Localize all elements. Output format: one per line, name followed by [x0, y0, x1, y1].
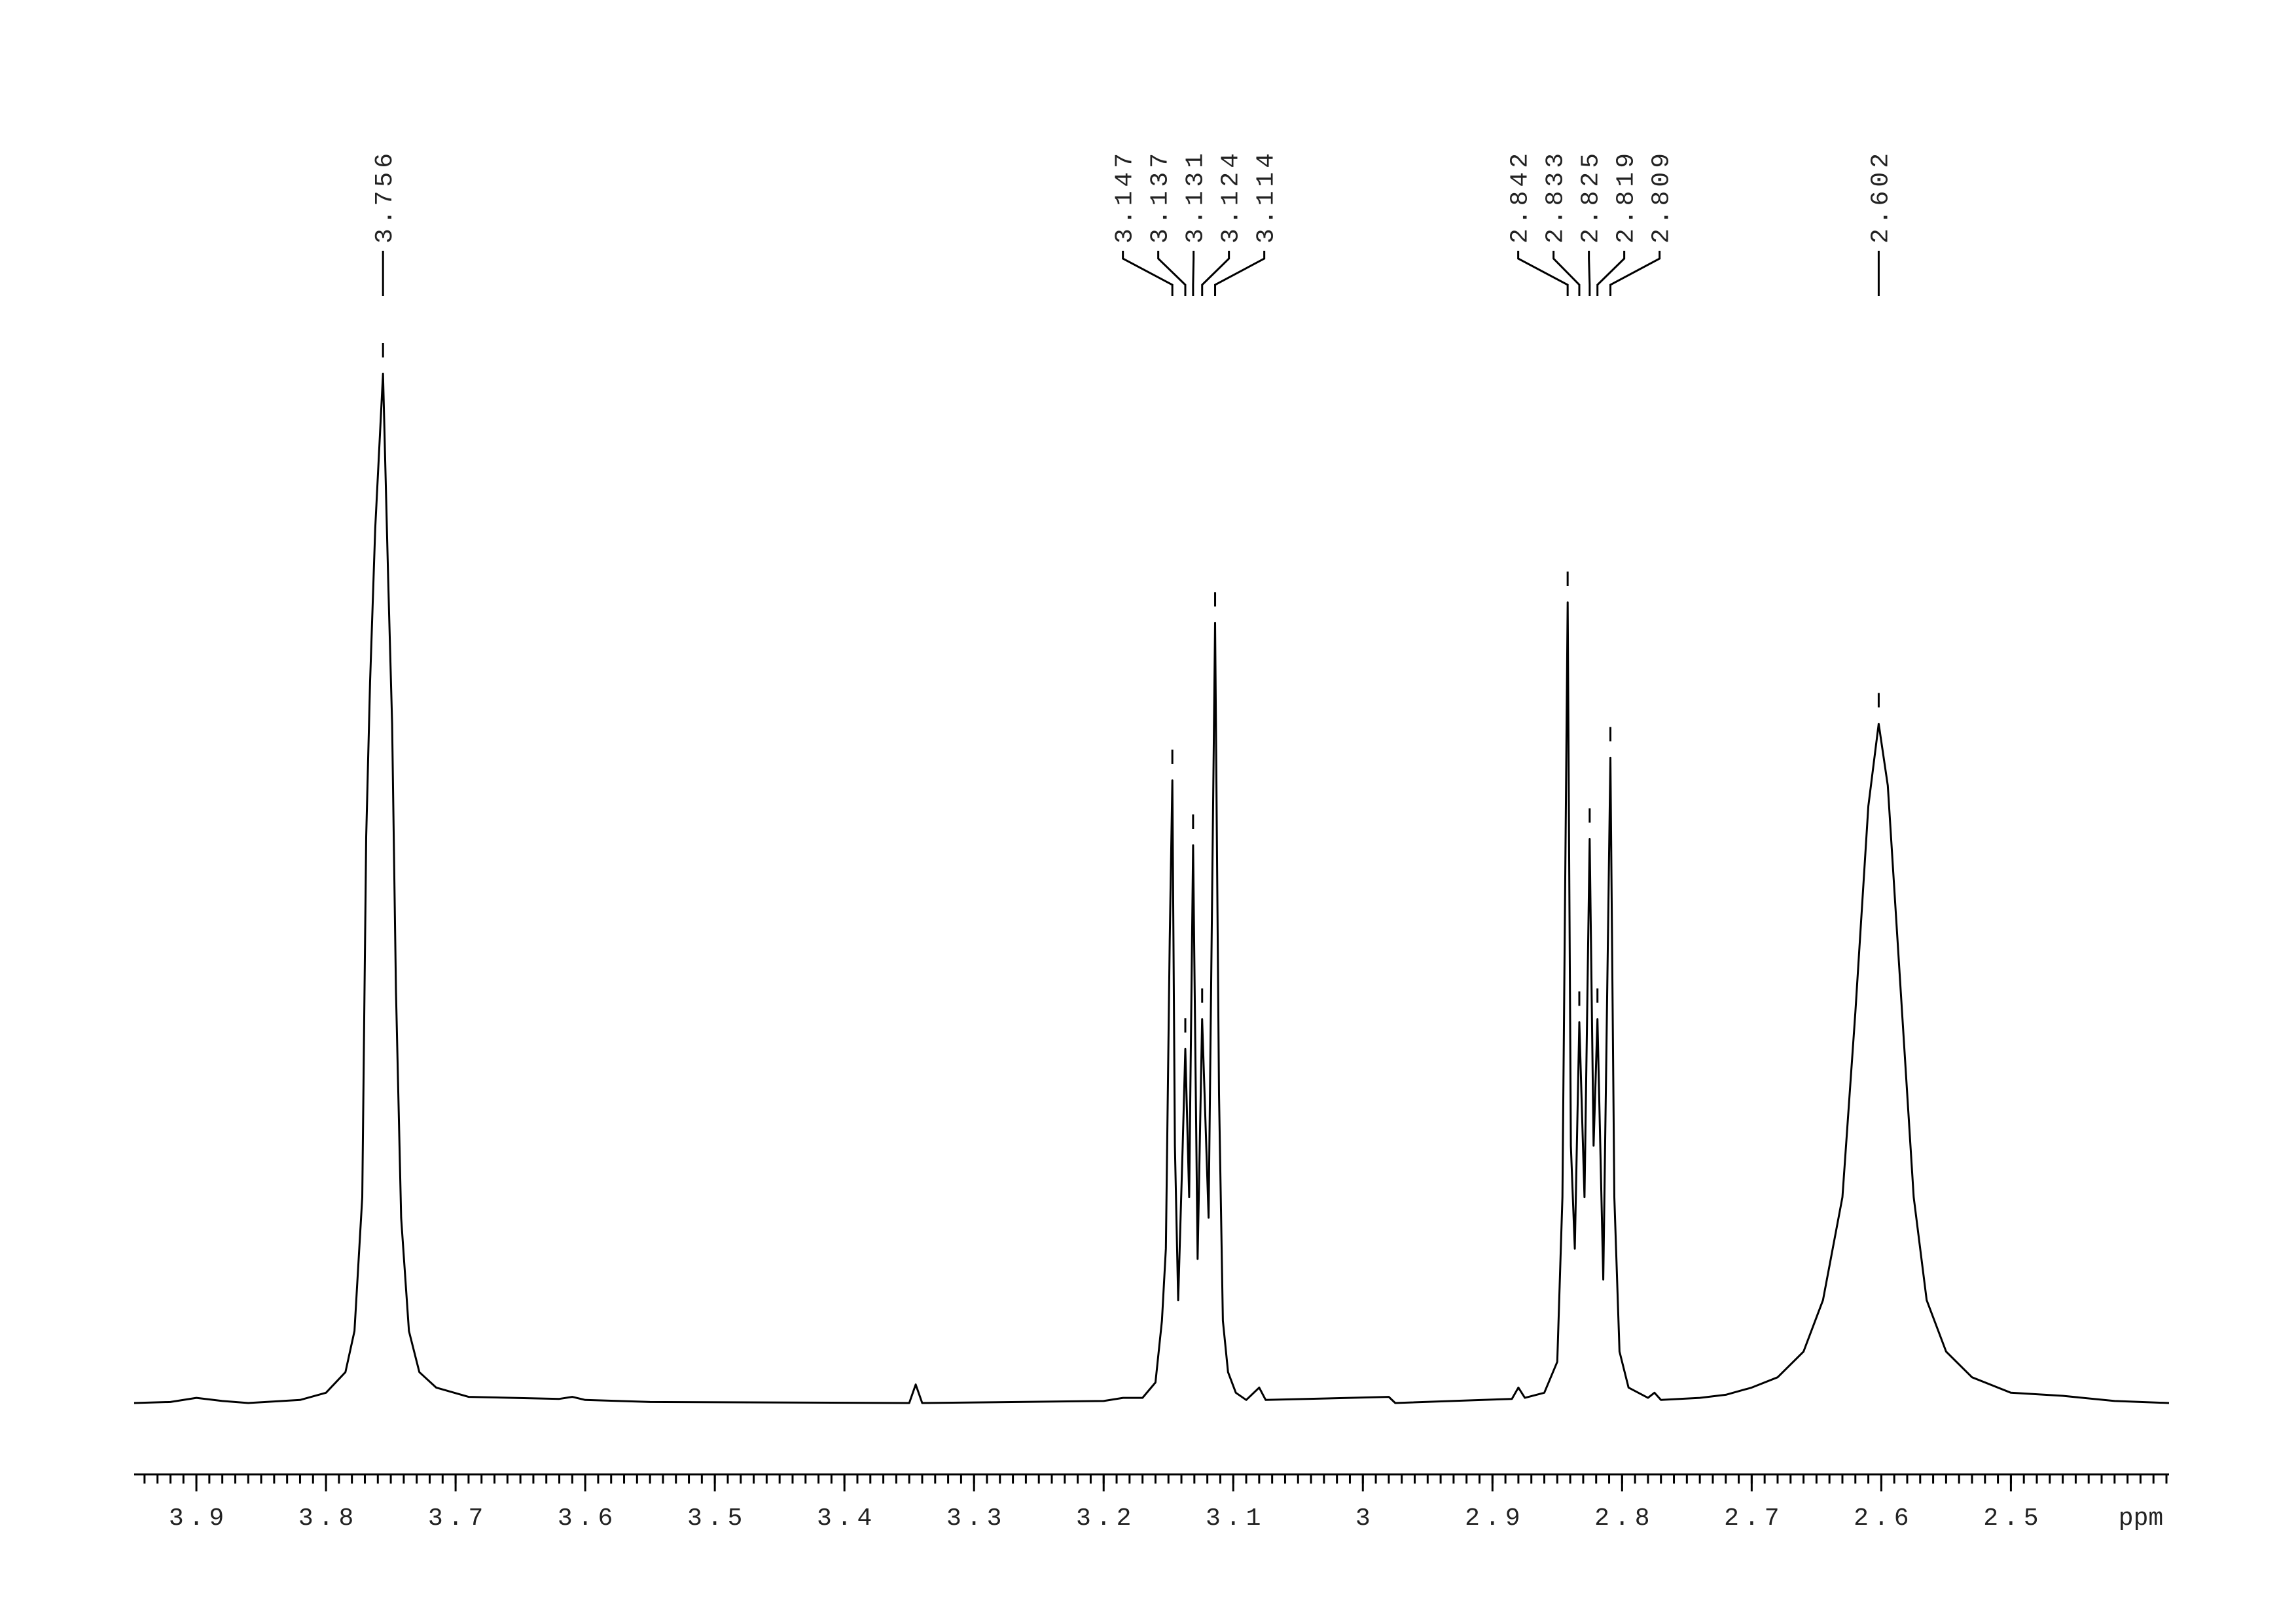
peak-connector	[1609, 251, 1661, 296]
peak-connector	[1588, 251, 1591, 296]
peak-label: 3.147	[1111, 149, 1139, 244]
peak-connector	[1596, 251, 1626, 296]
peak-label: 2.833	[1542, 149, 1570, 244]
x-tick-label: 3.1	[1206, 1504, 1266, 1533]
x-tick-label: 3.9	[169, 1504, 229, 1533]
peak-connector	[1201, 251, 1230, 296]
x-tick-label: 2.5	[1983, 1504, 2043, 1533]
peak-connector	[1517, 251, 1569, 296]
peak-connector	[1192, 251, 1195, 296]
peak-connector	[1214, 251, 1266, 296]
x-tick-label: 2.7	[1724, 1504, 1784, 1533]
x-tick-label: 3.7	[428, 1504, 488, 1533]
x-tick-label: 3.6	[558, 1504, 618, 1533]
x-tick-label: 3.5	[687, 1504, 747, 1533]
peak-connector	[1122, 251, 1174, 296]
peak-label: 3.124	[1217, 149, 1246, 244]
x-tick-label: 3.8	[298, 1504, 359, 1533]
x-tick-label: 2.8	[1594, 1504, 1655, 1533]
peak-label: 3.137	[1147, 149, 1175, 244]
x-tick-label: 3.3	[946, 1504, 1007, 1533]
spectrum-line	[134, 373, 2170, 1404]
x-tick-label: 2.6	[1854, 1504, 1914, 1533]
peak-label: 2.825	[1577, 149, 1605, 244]
peak-label: 3.756	[371, 149, 399, 244]
x-tick-label: 3	[1355, 1504, 1376, 1533]
peak-label: 2.819	[1613, 149, 1641, 244]
peak-label: 3.114	[1253, 149, 1281, 244]
peak-label: 2.602	[1867, 149, 1895, 244]
x-tick-label: 3.2	[1076, 1504, 1136, 1533]
peak-label: 3.131	[1182, 149, 1210, 244]
x-tick-label: 2.9	[1465, 1504, 1525, 1533]
peak-connector	[1157, 251, 1187, 296]
minor-ticks	[134, 1474, 2169, 1484]
x-tick-label: 3.4	[817, 1504, 877, 1533]
x-axis-label: ppm	[2119, 1504, 2163, 1533]
peak-connector	[1552, 251, 1581, 296]
peak-label: 2.809	[1648, 149, 1676, 244]
peak-label: 2.842	[1507, 149, 1535, 244]
